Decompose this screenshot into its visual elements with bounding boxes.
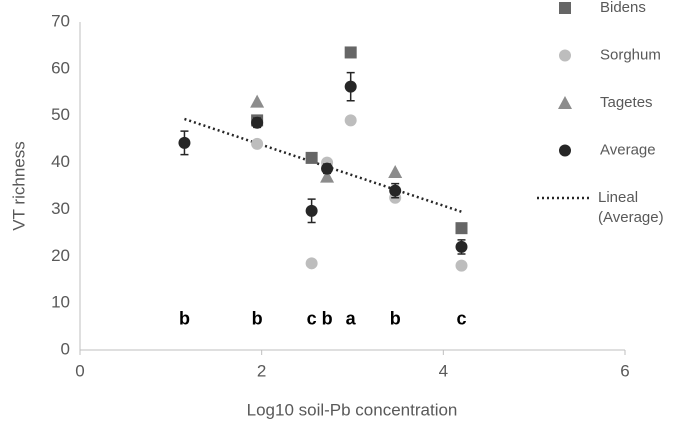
y-tick-label: 70 bbox=[51, 11, 70, 30]
marker-circle bbox=[559, 49, 571, 62]
x-tick-label: 6 bbox=[620, 361, 629, 380]
y-tick-label: 60 bbox=[51, 58, 70, 77]
marker-square bbox=[559, 2, 571, 14]
marker-circle bbox=[251, 116, 264, 129]
significance-letter: b bbox=[322, 308, 333, 328]
y-tick-label: 10 bbox=[51, 293, 70, 312]
marker-triangle bbox=[250, 94, 265, 108]
significance-letter: c bbox=[456, 308, 466, 328]
marker-square bbox=[305, 151, 318, 164]
significance-letter: a bbox=[346, 308, 357, 328]
marker-circle bbox=[251, 137, 264, 150]
y-tick-label: 20 bbox=[51, 246, 70, 265]
marker-triangle bbox=[388, 164, 403, 178]
marker-square bbox=[455, 222, 468, 235]
marker-square bbox=[344, 46, 357, 59]
marker-triangle bbox=[558, 96, 572, 109]
marker-circle bbox=[455, 259, 468, 272]
marker-circle bbox=[321, 162, 334, 175]
y-tick-label: 50 bbox=[51, 105, 70, 124]
marker-circle bbox=[344, 80, 357, 93]
y-tick-label: 0 bbox=[61, 339, 70, 358]
marker-circle bbox=[305, 257, 318, 270]
legend-label: Average bbox=[600, 141, 656, 158]
legend-label: Sorghum bbox=[600, 46, 661, 63]
y-axis-label: VT richness bbox=[9, 141, 28, 230]
marker-circle bbox=[305, 204, 318, 217]
x-axis-label: Log10 soil-Pb concentration bbox=[247, 400, 458, 419]
marker-circle bbox=[455, 240, 468, 253]
significance-letter: b bbox=[390, 308, 401, 328]
y-tick-label: 30 bbox=[51, 199, 70, 218]
y-tick-label: 40 bbox=[51, 152, 70, 171]
legend-label: Lineal (Average) bbox=[598, 189, 664, 226]
x-tick-label: 0 bbox=[75, 361, 84, 380]
significance-letter: b bbox=[252, 308, 263, 328]
legend-label: Bidens bbox=[600, 0, 646, 16]
marker-triangle bbox=[320, 169, 335, 183]
marker-circle bbox=[344, 114, 357, 127]
marker-circle bbox=[559, 144, 571, 157]
significance-letter: c bbox=[307, 308, 317, 328]
marker-circle bbox=[389, 184, 402, 197]
significance-letter: b bbox=[179, 308, 190, 328]
x-tick-label: 2 bbox=[257, 361, 266, 380]
legend-label: Tagetes bbox=[600, 94, 653, 111]
marker-circle bbox=[178, 136, 191, 149]
x-tick-label: 4 bbox=[439, 361, 448, 380]
